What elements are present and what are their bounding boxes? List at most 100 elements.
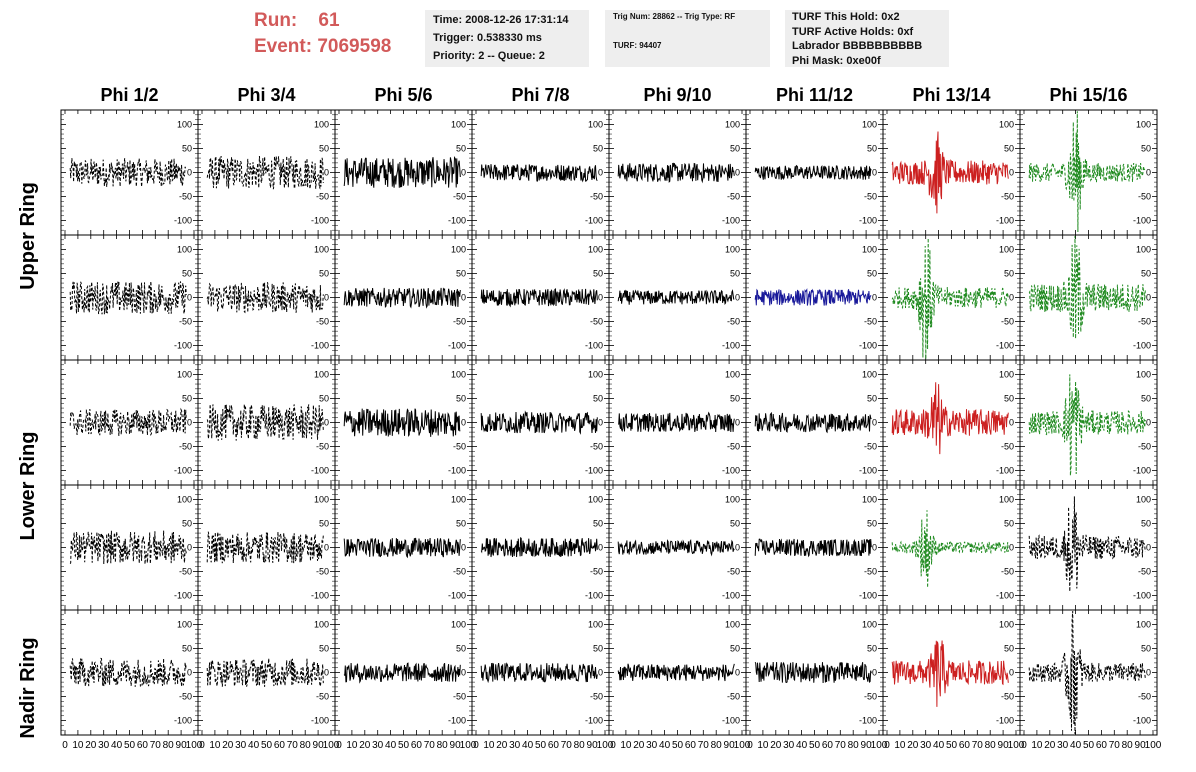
y-tick-label: -50 <box>1001 692 1014 702</box>
waveform-trace <box>891 131 1009 214</box>
y-tick-label: 50 <box>867 143 877 153</box>
waveform-trace <box>891 640 1009 707</box>
y-tick-label: -50 <box>179 192 192 202</box>
priority-line: Priority: 2 -- Queue: 2 <box>433 50 545 62</box>
y-tick-label: 50 <box>1004 518 1014 528</box>
y-tick-label: -50 <box>864 442 877 452</box>
waveform-panel: 100 50 0 -50 -100 <box>197 609 336 736</box>
y-tick-label: 0 <box>461 168 466 178</box>
x-tick-label: 90 <box>450 740 462 751</box>
waveform-panel: 100 50 0 -50 -100 <box>471 484 610 611</box>
y-tick-label: -100 <box>996 341 1014 351</box>
y-tick-label: 100 <box>862 619 877 629</box>
waveform-trace <box>206 531 324 564</box>
y-tick-label: -50 <box>590 442 603 452</box>
y-tick-label: 0 <box>735 293 740 303</box>
x-tick-label: 90 <box>313 740 325 751</box>
y-tick-label: 0 <box>598 293 603 303</box>
x-tick-label: 20 <box>633 740 645 751</box>
y-tick-label: -50 <box>1138 192 1151 202</box>
y-tick-label: -50 <box>316 442 329 452</box>
x-tick-label: 50 <box>809 740 821 751</box>
waveform-trace <box>206 404 324 441</box>
y-tick-label: -100 <box>585 466 603 476</box>
y-tick-label: -100 <box>722 466 740 476</box>
y-tick-label: -50 <box>864 567 877 577</box>
x-tick-label: 20 <box>359 740 371 751</box>
x-tick-label: 10 <box>483 740 495 751</box>
waveform-trace <box>617 539 735 557</box>
x-tick-label: 0 <box>1021 740 1027 751</box>
x-tick-label: 0 <box>610 740 616 751</box>
waveform-trace <box>1028 235 1146 339</box>
y-tick-label: -100 <box>859 716 877 726</box>
y-tick-label: -50 <box>1138 567 1151 577</box>
waveform-panel: 100 50 0 -50 -100 <box>608 234 747 361</box>
y-tick-label: 50 <box>867 643 877 653</box>
x-tick-label: 60 <box>137 740 149 751</box>
x-tick-label: 90 <box>998 740 1010 751</box>
y-tick-label: 50 <box>730 143 740 153</box>
waveform-trace <box>69 281 187 315</box>
x-tick-label: 10 <box>1031 740 1043 751</box>
waveform-panel: 100 50 0 -50 -100 <box>1019 609 1158 736</box>
x-tick-label: 10 <box>894 740 906 751</box>
waveform-panel: 100 50 0 -50 -100 <box>745 109 884 236</box>
y-tick-label: -50 <box>179 692 192 702</box>
y-tick-label: 50 <box>1004 143 1014 153</box>
y-tick-label: -50 <box>453 567 466 577</box>
phi-header-9-10: Phi 9/10 <box>643 85 712 105</box>
waveform-panel: 100 50 0 -50 -100 <box>471 234 610 361</box>
y-tick-label: -100 <box>996 716 1014 726</box>
y-tick-label: -100 <box>311 341 329 351</box>
x-tick-label: 100 <box>871 740 888 751</box>
y-tick-label: 50 <box>867 268 877 278</box>
waveform-trace <box>69 530 187 566</box>
y-tick-label: 100 <box>1136 619 1151 629</box>
waveform-trace <box>69 657 187 687</box>
y-tick-label: -50 <box>727 317 740 327</box>
y-tick-label: -100 <box>311 716 329 726</box>
y-tick-label: -50 <box>453 317 466 327</box>
y-tick-label: 50 <box>1004 643 1014 653</box>
waveform-trace <box>1028 374 1146 476</box>
y-tick-label: -50 <box>864 317 877 327</box>
y-tick-label: 100 <box>725 119 740 129</box>
waveform-panel: 100 50 0 -50 -100 <box>60 484 199 611</box>
y-tick-label: 100 <box>177 494 192 504</box>
turf-hold-line: TURF This Hold: 0x2 <box>792 11 900 23</box>
trigger-line: Trigger: 0.538330 ms <box>433 32 542 44</box>
x-tick-label: 10 <box>620 740 632 751</box>
waveform-panel: 100 50 0 -50 -100 <box>334 234 473 361</box>
y-tick-label: 50 <box>319 518 329 528</box>
y-tick-label: -50 <box>316 692 329 702</box>
x-tick-label: 60 <box>959 740 971 751</box>
y-tick-label: -100 <box>585 591 603 601</box>
y-tick-label: 50 <box>593 268 603 278</box>
x-tick-label: 30 <box>98 740 110 751</box>
phi-header-5-6: Phi 5/6 <box>374 85 433 105</box>
waveform-trace <box>617 162 735 184</box>
run-info: Run: 61 Event: 7069598 <box>254 8 391 60</box>
y-tick-label: -100 <box>1133 216 1151 226</box>
x-tick-label: 30 <box>646 740 658 751</box>
y-tick-label: 0 <box>1009 168 1014 178</box>
x-tick-label: 10 <box>757 740 769 751</box>
waveform-panel: 100 50 0 -50 -100 <box>60 234 199 361</box>
waveform-trace <box>343 537 461 559</box>
y-tick-label: -50 <box>590 317 603 327</box>
waveform-trace <box>1028 111 1146 233</box>
y-tick-label: 50 <box>593 643 603 653</box>
phi-header-7-8: Phi 7/8 <box>511 85 570 105</box>
x-tick-label: 50 <box>535 740 547 751</box>
waveform-panel: 100 50 0 -50 -100 <box>882 359 1021 486</box>
x-tick-label: 80 <box>1122 740 1134 751</box>
y-tick-label: 100 <box>451 244 466 254</box>
y-tick-label: 50 <box>456 143 466 153</box>
y-tick-label: 50 <box>319 643 329 653</box>
waveform-trace <box>343 408 461 438</box>
x-tick-label: 50 <box>398 740 410 751</box>
x-tick-label: 0 <box>336 740 342 751</box>
y-tick-label: -100 <box>311 466 329 476</box>
waveform-trace <box>69 407 187 436</box>
